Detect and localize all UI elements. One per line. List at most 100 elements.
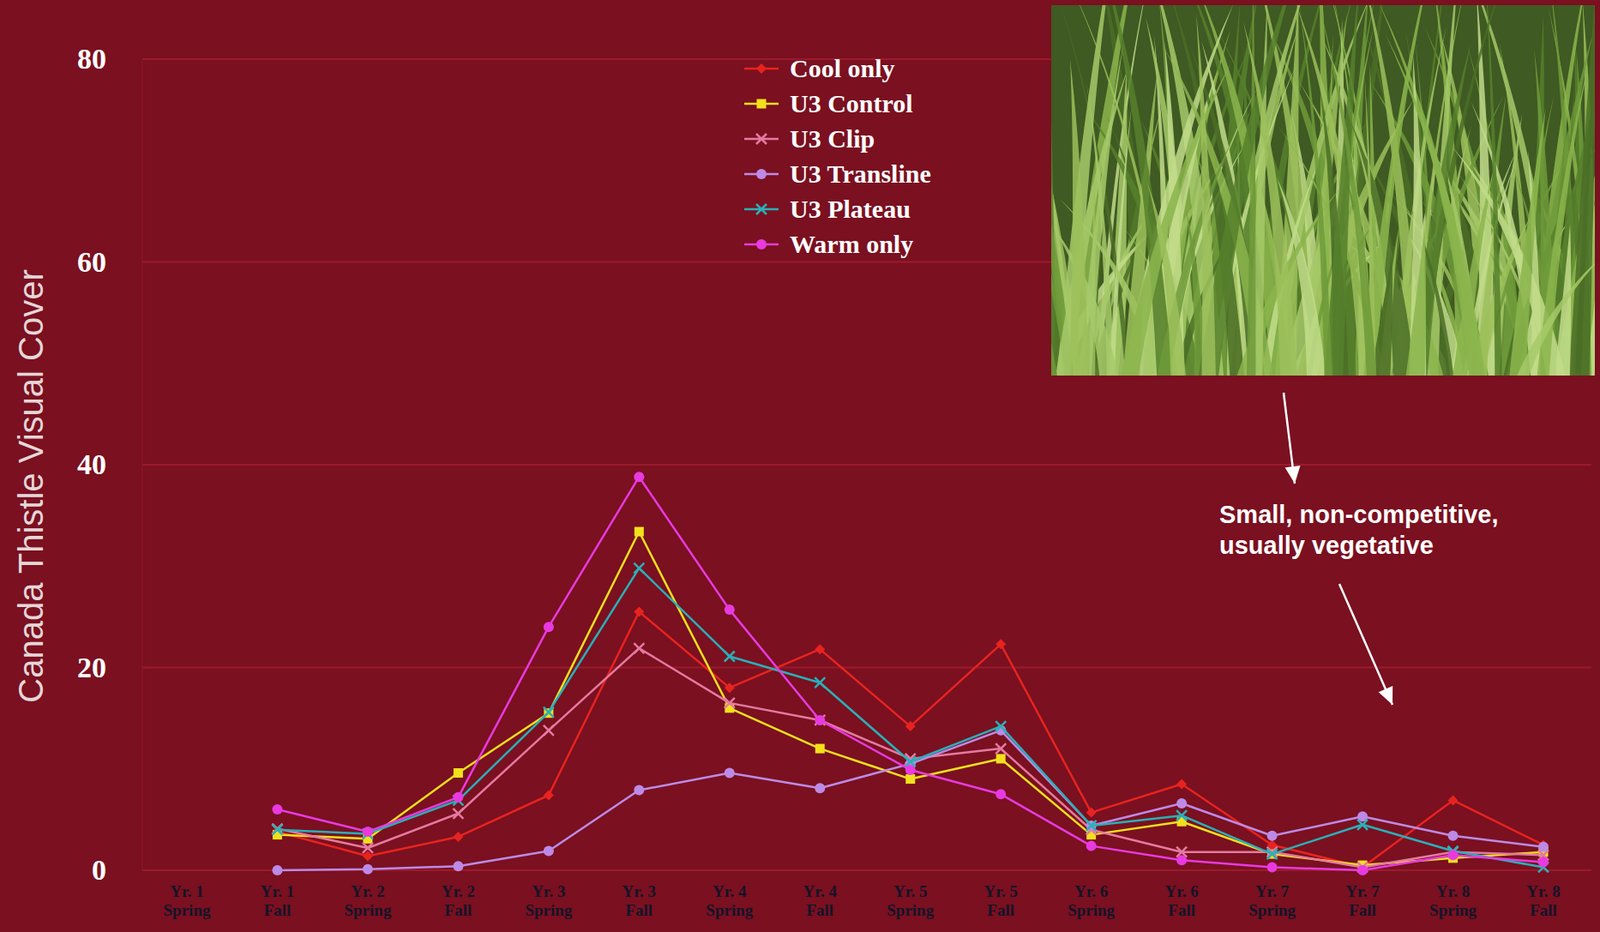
legend: Cool onlyU3 ControlU3 ClipU3 TranslineU3…	[744, 54, 932, 259]
data-point	[1176, 854, 1187, 866]
series-line	[276, 476, 1544, 871]
grass-blade	[1484, 5, 1503, 376]
data-point	[995, 788, 1006, 800]
legend-marker	[756, 239, 767, 250]
x-tick-label-line: Fall	[625, 901, 653, 920]
series	[271, 643, 1549, 873]
data-point	[1448, 830, 1459, 842]
data-point	[452, 860, 464, 872]
x-tick-label-line: Yr. 4	[803, 882, 838, 901]
x-tick-label: Yr. 1Spring	[163, 882, 211, 920]
x-tick-label-line: Spring	[705, 901, 753, 920]
x-tick-label-line: Spring	[1248, 901, 1296, 920]
data-point	[633, 785, 644, 796]
arrow	[1339, 583, 1393, 705]
x-tick-label-line: Yr. 8	[1436, 882, 1470, 901]
series-line	[276, 648, 1544, 867]
y-tick-label: 0	[91, 854, 107, 886]
plot-area	[271, 471, 1549, 876]
data-point	[814, 782, 825, 794]
data-point	[1176, 810, 1187, 821]
grass-blade	[1147, 182, 1187, 376]
x-tick-label: Yr. 5Fall	[983, 882, 1017, 920]
data-point	[543, 707, 554, 718]
legend-marker	[757, 99, 767, 109]
data-point	[362, 842, 373, 854]
y-axis-title: Canada Thistle Visual Cover	[12, 269, 50, 703]
data-point	[633, 471, 644, 482]
data-point	[362, 826, 373, 837]
grass-blade	[1362, 5, 1437, 376]
series-line	[276, 730, 1544, 871]
grass-blade	[1574, 5, 1595, 376]
series-line	[276, 568, 1544, 868]
grass-blade	[1243, 20, 1299, 376]
x-tick-label-line: Yr. 6	[1164, 882, 1198, 901]
x-tick-label: Yr. 3Spring	[524, 882, 572, 920]
legend-label: U3 Control	[789, 89, 914, 118]
data-point	[543, 789, 554, 800]
data-point	[996, 753, 1006, 764]
data-point	[724, 697, 735, 709]
data-point	[452, 808, 464, 819]
data-point	[543, 621, 554, 632]
x-tick-label-line: Spring	[1429, 901, 1477, 920]
x-tick-label-line: Yr. 2	[441, 882, 476, 901]
data-point	[633, 606, 644, 617]
data-point	[634, 527, 644, 537]
x-tick-label-line: Fall	[806, 901, 834, 920]
data-point	[905, 721, 916, 732]
series	[271, 725, 1549, 876]
data-point	[633, 643, 644, 654]
data-point	[633, 563, 644, 574]
series	[271, 606, 1549, 873]
data-point	[995, 743, 1006, 754]
data-point	[995, 638, 1006, 650]
x-tick-label-line: Yr. 7	[1345, 882, 1380, 901]
arrow	[1283, 392, 1300, 484]
series	[271, 563, 1549, 873]
x-tick-label-line: Spring	[163, 901, 211, 920]
data-point	[905, 764, 916, 776]
data-point	[1267, 830, 1278, 842]
data-point	[1448, 794, 1459, 806]
data-point	[453, 768, 464, 778]
y-tick-label: 60	[77, 246, 107, 278]
x-tick-label-line: Yr. 6	[1074, 882, 1108, 901]
data-point	[1357, 865, 1368, 876]
legend-label: U3 Transline	[789, 159, 932, 188]
series-line	[276, 611, 1544, 867]
grid-line	[142, 463, 1592, 466]
legend-label: Warm only	[789, 229, 914, 259]
data-point	[1086, 807, 1097, 819]
x-tick-label-line: Fall	[264, 901, 292, 920]
x-tick-label: Yr. 4Spring	[705, 882, 753, 920]
annotation-line: usually vegetative	[1219, 531, 1434, 560]
x-tick-label: Yr. 1Fall	[260, 882, 295, 920]
x-tick-label: Yr. 2Spring	[343, 882, 391, 920]
data-point	[814, 677, 825, 688]
legend-label: U3 Plateau	[789, 194, 911, 223]
data-point	[271, 824, 283, 836]
series	[271, 471, 1549, 876]
legend-label: Cool only	[789, 54, 896, 83]
x-tick-label-line: Yr. 1	[260, 882, 295, 901]
background	[0, 0, 1600, 932]
series-line	[276, 531, 1544, 866]
grass-blade	[1299, 5, 1334, 376]
data-point	[452, 792, 464, 803]
data-point	[1538, 857, 1549, 868]
chart: 020406080Canada Thistle Visual CoverYr. …	[0, 0, 1600, 932]
y-axis-line	[141, 59, 144, 871]
grass-blade	[1196, 12, 1216, 376]
annotation: Small, non-competitive,usually vegetativ…	[1219, 500, 1499, 560]
x-tick-label: Yr. 8Spring	[1429, 882, 1477, 920]
x-tick-label: Yr. 5Spring	[886, 882, 934, 920]
grass-blade	[1051, 85, 1059, 376]
y-tick-label: 80	[77, 42, 107, 75]
x-tick-label-line: Spring	[1067, 901, 1115, 920]
x-tick-label-line: Fall	[1348, 901, 1377, 920]
x-tick-label-line: Yr. 4	[712, 882, 747, 901]
data-point	[724, 604, 735, 615]
data-point	[1448, 849, 1459, 861]
